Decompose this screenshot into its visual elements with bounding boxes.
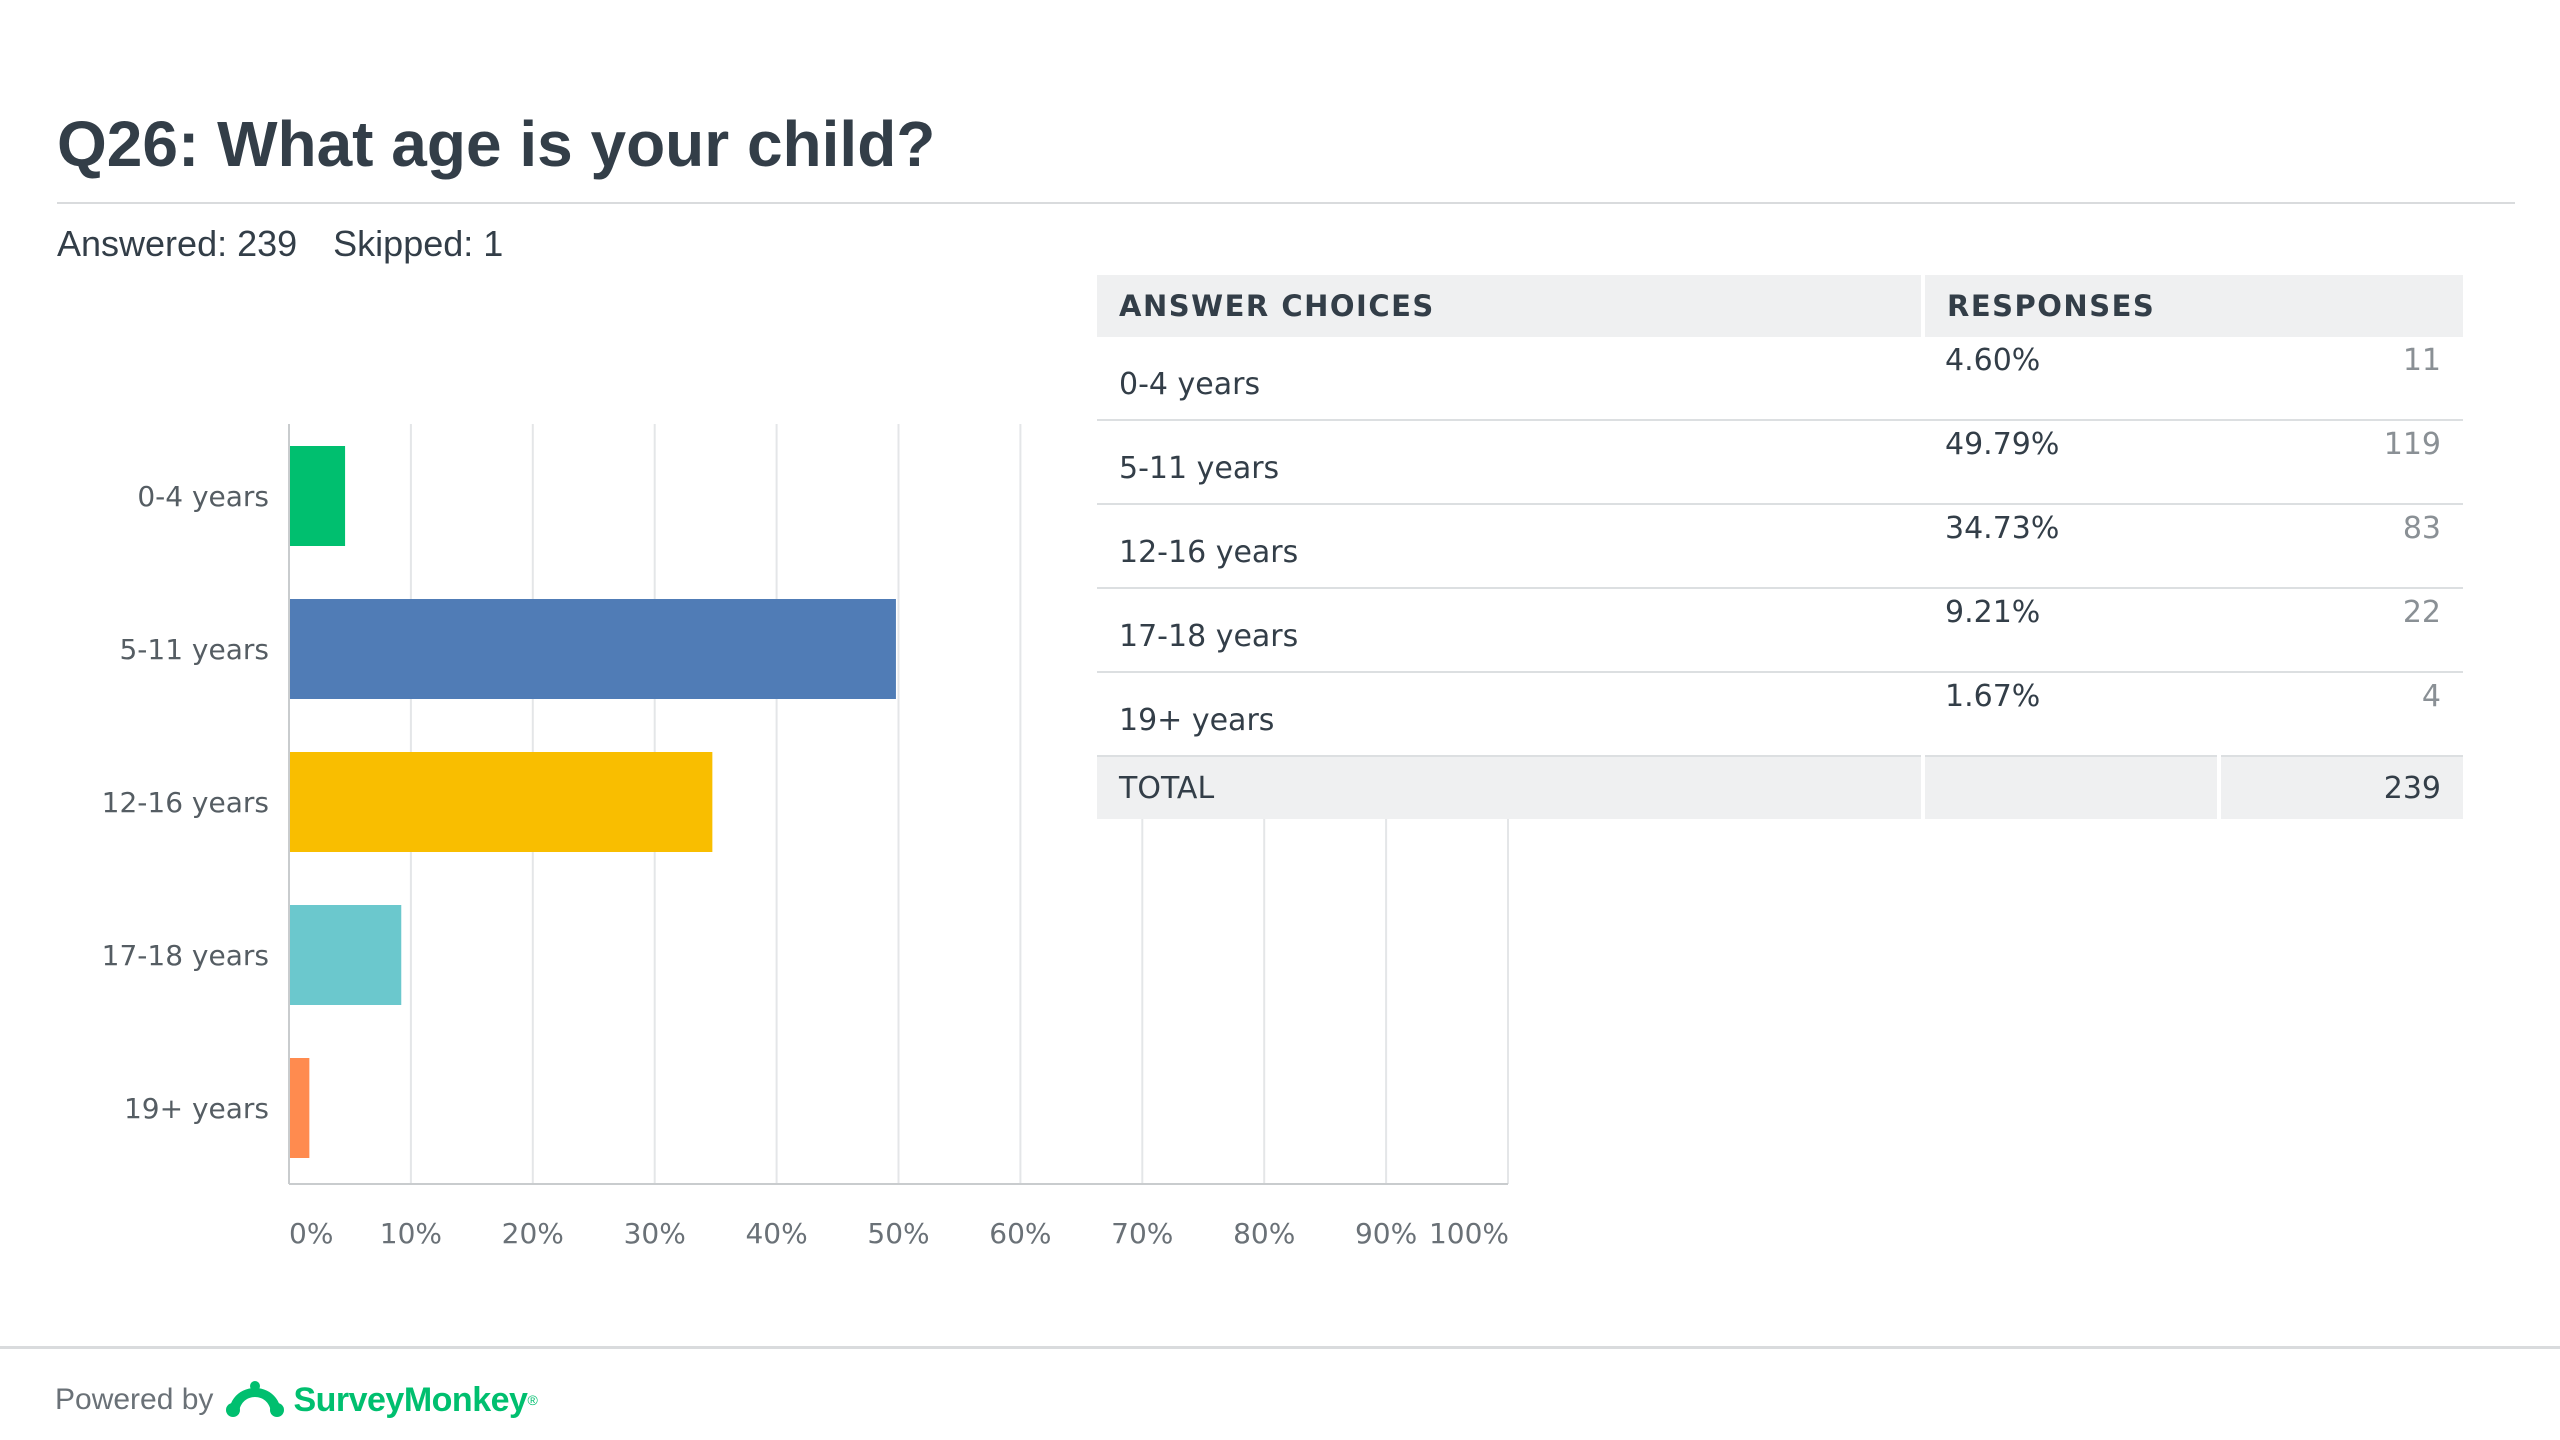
- table-row: 0-4 years 4.60% 11: [1097, 337, 2463, 421]
- y-category-label: 5-11 years: [119, 633, 269, 666]
- bar-0-4-years[interactable]: [289, 446, 346, 546]
- response-percent: 34.73%: [1923, 504, 2219, 589]
- footer: Powered by SurveyMonkey ®: [55, 1370, 538, 1430]
- x-tick-label: 50%: [867, 1217, 929, 1250]
- monkey-logo-icon: [226, 1381, 285, 1417]
- skipped-count: Skipped: 1: [333, 223, 504, 264]
- y-category-label: 17-18 years: [102, 939, 269, 972]
- table-row: 17-18 years 9.21% 22: [1097, 588, 2463, 673]
- x-tick-label: 10%: [380, 1217, 442, 1250]
- response-count: 119: [2219, 420, 2463, 505]
- x-tick-label: 40%: [745, 1217, 807, 1250]
- response-count: 22: [2219, 588, 2463, 673]
- bar-19-years[interactable]: [289, 1058, 310, 1158]
- response-count: 11: [2219, 337, 2463, 421]
- table-header-row: ANSWER CHOICES RESPONSES: [1097, 275, 2463, 337]
- bar-12-16-years[interactable]: [289, 752, 713, 852]
- response-percent: 4.60%: [1923, 337, 2219, 421]
- y-category-label: 19+ years: [124, 1092, 269, 1125]
- table-row: 12-16 years 34.73% 83: [1097, 504, 2463, 589]
- x-tick-label: 30%: [624, 1217, 686, 1250]
- table-total-row: TOTAL 239: [1097, 756, 2463, 819]
- response-percent: 9.21%: [1923, 588, 2219, 673]
- bar-5-11-years[interactable]: [289, 599, 896, 699]
- response-percent: 1.67%: [1923, 672, 2219, 757]
- answer-choice: 17-18 years: [1097, 588, 1923, 673]
- answer-choice: 5-11 years: [1097, 420, 1923, 505]
- question-title: Q26: What age is your child?: [57, 108, 936, 180]
- header-responses: RESPONSES: [1923, 275, 2463, 337]
- response-percent: 49.79%: [1923, 420, 2219, 505]
- x-tick-label: 20%: [502, 1217, 564, 1250]
- response-stats: Answered: 239 Skipped: 1: [57, 222, 503, 265]
- total-spacer: [1923, 756, 2221, 819]
- answer-choice: 12-16 years: [1097, 504, 1923, 589]
- surveymonkey-logo[interactable]: SurveyMonkey ®: [225, 1380, 538, 1420]
- chart-bars: [289, 446, 896, 1158]
- total-count: 239: [2219, 756, 2463, 819]
- table-row: 19+ years 1.67% 4: [1097, 672, 2463, 757]
- x-tick-label: 0%: [289, 1217, 333, 1250]
- x-tick-label: 70%: [1111, 1217, 1173, 1250]
- response-count: 4: [2219, 672, 2463, 757]
- x-tick-label: 100%: [1429, 1217, 1509, 1250]
- x-tick-label: 80%: [1233, 1217, 1295, 1250]
- bar-17-18-years[interactable]: [289, 905, 402, 1005]
- answered-count: Answered: 239: [57, 223, 298, 264]
- registered-mark: ®: [527, 1392, 538, 1408]
- table-row: 5-11 years 49.79% 119: [1097, 420, 2463, 505]
- y-category-label: 0-4 years: [137, 480, 269, 513]
- header-answer-choices: ANSWER CHOICES: [1097, 275, 1925, 337]
- powered-by-text: Powered by: [55, 1383, 214, 1416]
- x-tick-label: 60%: [989, 1217, 1051, 1250]
- total-label: TOTAL: [1097, 756, 1925, 819]
- brand-name: SurveyMonkey: [293, 1380, 528, 1419]
- bar-chart: 0% 10% 20% 30% 40% 50% 60% 70% 80% 90% 100% 0-4 yea…: [102, 424, 1509, 1250]
- chart-axes: 0% 10% 20% 30% 40% 50% 60% 70% 80% 90% 100% 0-4 yea…: [102, 424, 1509, 1250]
- title-divider: [57, 202, 2515, 204]
- answer-table: ANSWER CHOICES RESPONSES 0-4 years 4.60%…: [1097, 275, 2463, 819]
- y-category-label: 12-16 years: [102, 786, 269, 819]
- footer-divider: [0, 1346, 2560, 1349]
- answer-choice: 0-4 years: [1097, 337, 1923, 421]
- response-count: 83: [2219, 504, 2463, 589]
- answer-choice: 19+ years: [1097, 672, 1923, 757]
- x-tick-label: 90%: [1355, 1217, 1417, 1250]
